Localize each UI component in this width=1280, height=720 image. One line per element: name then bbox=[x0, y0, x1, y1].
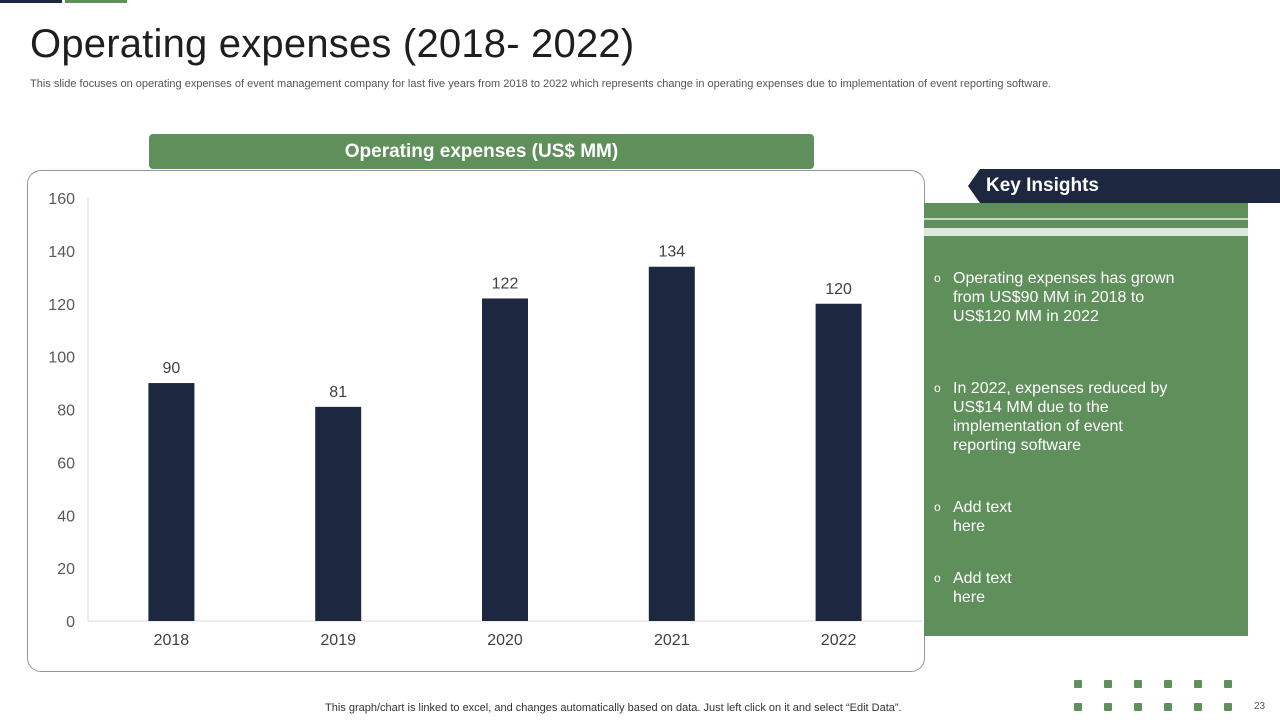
chart-frame[interactable] bbox=[27, 170, 925, 672]
decorative-dot bbox=[1194, 703, 1202, 711]
panel-stripe bbox=[924, 228, 1248, 236]
bullet-icon: o bbox=[934, 271, 941, 285]
decorative-dot bbox=[1164, 680, 1172, 688]
page-number: 23 bbox=[1254, 701, 1266, 712]
key-insights-header: Key Insights bbox=[968, 169, 1280, 203]
decorative-dot bbox=[1104, 680, 1112, 688]
decorative-dot bbox=[1134, 680, 1142, 688]
top-accent-green bbox=[65, 0, 127, 3]
insight-item: o Add text here bbox=[934, 498, 1014, 536]
top-accent-dark bbox=[0, 0, 62, 3]
panel-stripe bbox=[924, 218, 1248, 220]
decorative-dot bbox=[1104, 703, 1112, 711]
decorative-dot bbox=[1074, 703, 1082, 711]
insight-text: Add text here bbox=[953, 499, 1012, 535]
insight-item: o Add text here bbox=[934, 569, 1014, 607]
insight-item: o Operating expenses has grown from US$9… bbox=[934, 269, 1184, 326]
key-insights-title: Key Insights bbox=[986, 175, 1099, 196]
decorative-dot bbox=[1194, 680, 1202, 688]
bullet-icon: o bbox=[934, 381, 941, 395]
decorative-dot bbox=[1134, 703, 1142, 711]
bullet-icon: o bbox=[934, 500, 941, 514]
insight-text: Add text here bbox=[953, 570, 1012, 606]
chart-title-banner: Operating expenses (US$ MM) bbox=[149, 134, 814, 169]
chart-title: Operating expenses (US$ MM) bbox=[344, 140, 619, 162]
decorative-dot bbox=[1074, 680, 1082, 688]
insight-item: o In 2022, expenses reduced by US$14 MM … bbox=[934, 379, 1184, 455]
bullet-icon: o bbox=[934, 571, 941, 585]
decorative-dot bbox=[1224, 703, 1232, 711]
decorative-dot bbox=[1164, 703, 1172, 711]
footer-note: This graph/chart is linked to excel, and… bbox=[325, 702, 902, 714]
page-title: Operating expenses (2018- 2022) bbox=[30, 22, 635, 66]
insight-text: Operating expenses has grown from US$90 … bbox=[953, 270, 1175, 325]
page-subtitle: This slide focuses on operating expenses… bbox=[30, 78, 1052, 90]
decorative-dot bbox=[1224, 680, 1232, 688]
insight-text: In 2022, expenses reduced by US$14 MM du… bbox=[953, 380, 1168, 454]
key-insights-panel: o Operating expenses has grown from US$9… bbox=[924, 203, 1248, 636]
